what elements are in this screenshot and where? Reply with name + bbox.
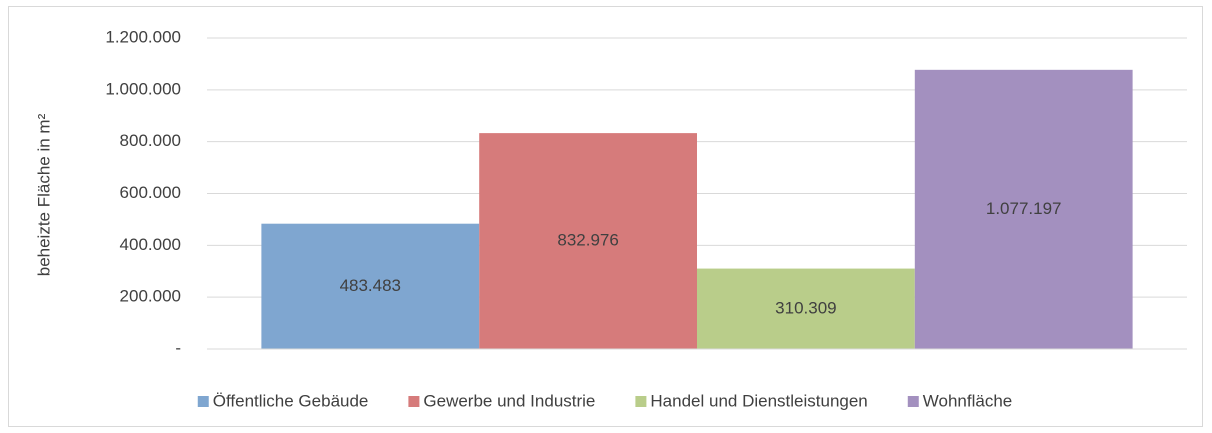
value-label: 1.077.197 xyxy=(986,199,1062,218)
legend-swatch xyxy=(907,396,919,407)
bar xyxy=(914,69,1133,349)
bar xyxy=(261,223,480,349)
bar xyxy=(479,133,697,349)
legend-label: Gewerbe und Industrie xyxy=(423,391,595,410)
bar xyxy=(697,268,915,349)
legend-swatch xyxy=(408,396,420,407)
legend-swatch xyxy=(197,396,209,407)
legend-label: Handel und Dienstleistungen xyxy=(650,391,867,410)
y-axis-title: beheizte Fläche in m² xyxy=(34,113,53,276)
y-tick-label: 1.000.000 xyxy=(105,79,181,98)
legend-label: Öffentliche Gebäude xyxy=(213,391,369,410)
y-tick-label: 200.000 xyxy=(120,287,181,306)
y-tick-label: 600.000 xyxy=(120,183,181,202)
y-tick-label: 400.000 xyxy=(120,235,181,254)
value-label: 310.309 xyxy=(775,298,836,317)
legend-swatch xyxy=(635,396,647,407)
y-tick-label: - xyxy=(175,338,181,357)
value-label: 832.976 xyxy=(557,231,618,250)
y-tick-label: 1.200.000 xyxy=(105,27,181,46)
y-tick-label: 800.000 xyxy=(120,131,181,150)
legend-label: Wohnfläche xyxy=(923,391,1012,410)
value-label: 483.483 xyxy=(340,276,401,295)
